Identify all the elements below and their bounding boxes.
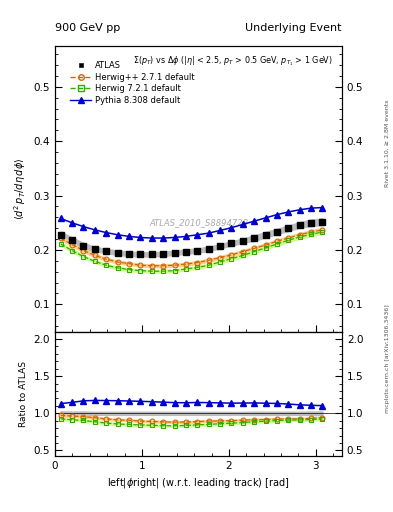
- Y-axis label: $\langle d^2\,p_T/d\eta\,d\phi\rangle$: $\langle d^2\,p_T/d\eta\,d\phi\rangle$: [12, 158, 28, 220]
- Text: Underlying Event: Underlying Event: [245, 23, 342, 33]
- Text: ATLAS_2010_S8894728: ATLAS_2010_S8894728: [149, 219, 248, 227]
- Text: $\Sigma(p_T)$ vs $\Delta\phi$ ($|\eta|$ < 2.5, $p_T$ > 0.5 GeV, $p_{T_1}$ > 1 Ge: $\Sigma(p_T)$ vs $\Delta\phi$ ($|\eta|$ …: [134, 55, 333, 68]
- X-axis label: left$|\phi$right$|$ (w.r.t. leading track) [rad]: left$|\phi$right$|$ (w.r.t. leading trac…: [107, 476, 290, 490]
- Y-axis label: Ratio to ATLAS: Ratio to ATLAS: [19, 360, 28, 426]
- Text: mcplots.cern.ch [arXiv:1306.3436]: mcplots.cern.ch [arXiv:1306.3436]: [385, 304, 389, 413]
- Text: 900 GeV pp: 900 GeV pp: [55, 23, 120, 33]
- Text: Rivet 3.1.10, ≥ 2.8M events: Rivet 3.1.10, ≥ 2.8M events: [385, 100, 389, 187]
- Legend: ATLAS, Herwig++ 2.7.1 default, Herwig 7.2.1 default, Pythia 8.308 default: ATLAS, Herwig++ 2.7.1 default, Herwig 7.…: [68, 59, 197, 108]
